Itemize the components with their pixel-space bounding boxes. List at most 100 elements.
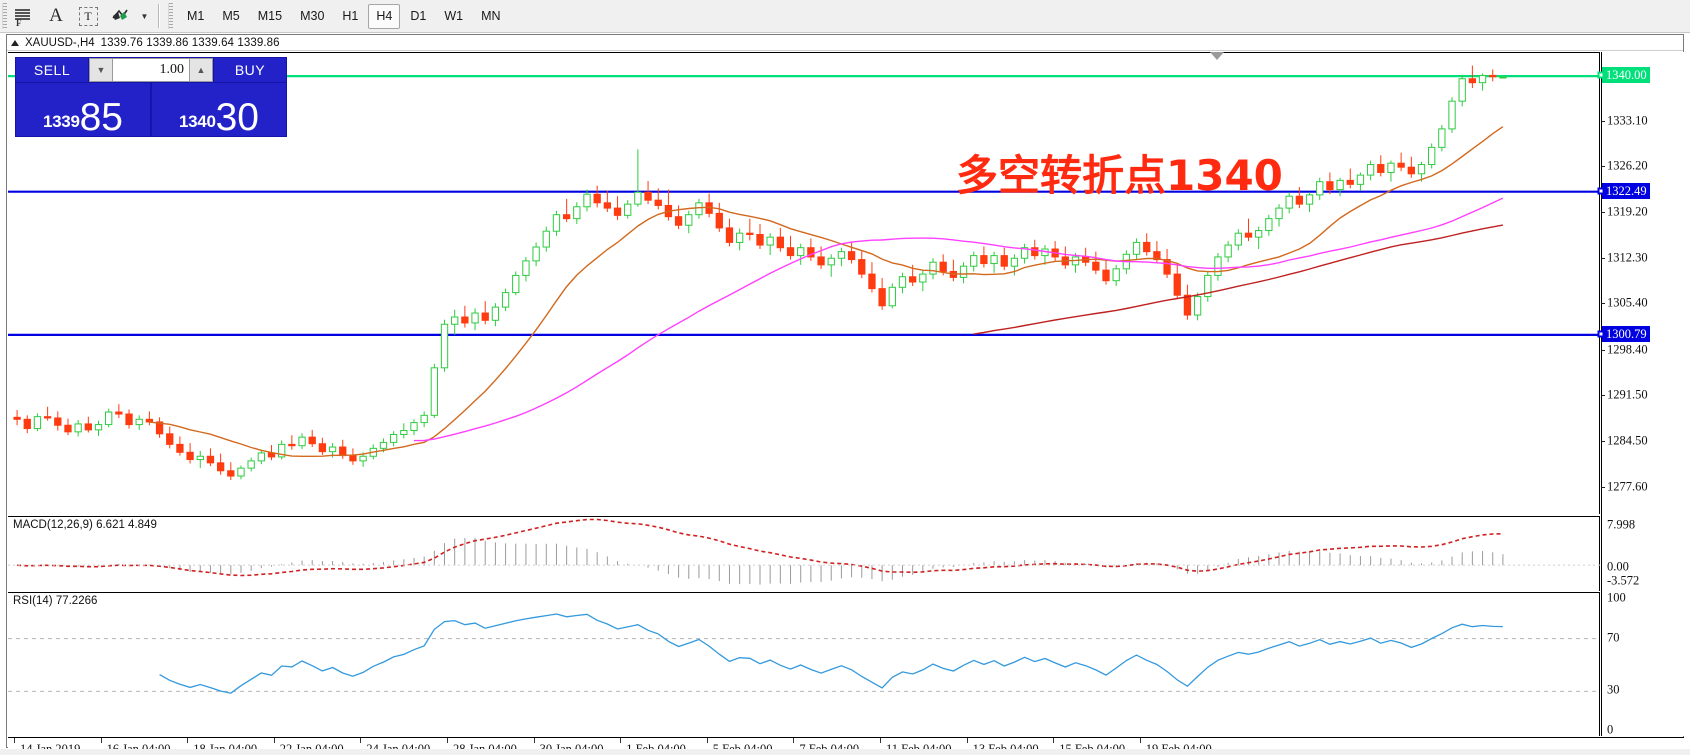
macd-axis-label-2: -3.572 xyxy=(1607,573,1640,588)
rsi-plot xyxy=(8,613,1600,694)
volume-stepper[interactable]: ▼ 1.00 ▲ xyxy=(89,57,213,83)
sell-button[interactable]: SELL xyxy=(15,57,89,83)
time-axis-tick xyxy=(100,738,102,743)
rsi-axis-label-70: 70 xyxy=(1607,630,1620,645)
timeframe-label: H4 xyxy=(376,9,393,23)
price-axis-tick xyxy=(1601,257,1605,259)
price-line-handle[interactable] xyxy=(1597,187,1605,195)
text-a-icon[interactable]: A xyxy=(40,1,72,31)
buy-price-display[interactable]: 1340 30 xyxy=(151,83,287,137)
toolbar-grip[interactable] xyxy=(2,3,7,29)
grid-f-icon[interactable]: F xyxy=(8,1,40,31)
timeframe-label: MN xyxy=(481,9,501,23)
time-axis-tick xyxy=(447,738,448,743)
main-toolbar: F A T ▼ M1 M5 M15 M30 H1 H4 D1 W1 MN xyxy=(0,0,1690,33)
timeframe-button-h4[interactable]: H4 xyxy=(368,3,401,29)
time-axis-tick xyxy=(1053,738,1055,743)
scroll-position-marker-icon[interactable] xyxy=(1210,52,1224,60)
ma-slow-line xyxy=(973,224,1504,335)
symbol-label: XAUUSD-,H4 xyxy=(25,36,95,49)
buy-button[interactable]: BUY xyxy=(213,57,287,83)
timeframe-button-w1[interactable]: W1 xyxy=(436,4,471,29)
timeframe-button-mn[interactable]: MN xyxy=(473,4,508,29)
rsi-axis-label-100: 100 xyxy=(1607,590,1626,605)
price-axis-tick xyxy=(1601,166,1605,168)
trade-panel-top-row: SELL ▼ 1.00 ▲ BUY xyxy=(15,57,287,83)
toolbar-separator xyxy=(158,4,160,28)
price-line-handle[interactable] xyxy=(1597,71,1605,79)
price-axis-tick xyxy=(1601,212,1605,214)
rsi-label: RSI(14) 77.2266 xyxy=(13,595,98,607)
price-axis-label-1305.40: 1305.40 xyxy=(1607,295,1648,310)
text-a-glyph: A xyxy=(49,5,63,26)
timeframe-label: W1 xyxy=(444,9,464,23)
time-axis-tick xyxy=(360,738,362,743)
candles-group xyxy=(13,65,1507,481)
timeframe-label: M5 xyxy=(222,9,240,23)
objects-icon[interactable] xyxy=(104,1,136,31)
time-axis-tick xyxy=(273,738,275,743)
price-axis-tag-1300.79: 1300.79 xyxy=(1602,325,1650,342)
price-axis-line xyxy=(1601,52,1602,736)
timeframe-button-m30[interactable]: M30 xyxy=(292,4,332,29)
macd-axis-label-1: 0.00 xyxy=(1607,559,1629,574)
collapse-triangle-icon[interactable] xyxy=(11,39,19,46)
chevron-glyph: ▼ xyxy=(140,11,149,21)
timeframe-button-m5[interactable]: M5 xyxy=(214,4,247,29)
rsi-axis-label-0: 0 xyxy=(1607,722,1614,737)
ma-fast-line xyxy=(149,126,1504,457)
rsi-pane[interactable]: RSI(14) 77.2266 xyxy=(8,592,1600,736)
sell-price-integer: 1339 xyxy=(42,112,80,131)
volume-increase-button[interactable]: ▲ xyxy=(189,58,213,82)
text-label-glyph: T xyxy=(78,6,98,26)
time-axis-tick xyxy=(620,738,622,743)
price-axis-label-1277.60: 1277.60 xyxy=(1607,479,1648,494)
time-axis-tick xyxy=(793,738,795,743)
price-axis-label-1319.20: 1319.20 xyxy=(1607,204,1648,219)
chart-annotation-text: 多空转折点1340 xyxy=(956,151,1283,200)
price-axis-label-1298.40: 1298.40 xyxy=(1607,342,1648,357)
rsi-pane-right-border xyxy=(1599,593,1600,736)
timeframe-grip[interactable] xyxy=(168,3,173,29)
price-axis-tag-1340.00: 1340.00 xyxy=(1602,67,1650,84)
timeframe-button-d1[interactable]: D1 xyxy=(402,4,434,29)
time-axis-tick xyxy=(187,738,189,743)
chart-header: XAUUSD-,H4 1339.76 1339.86 1339.64 1339.… xyxy=(7,35,1683,51)
window-bottom-strip xyxy=(0,749,1690,755)
timeframe-label: H1 xyxy=(342,9,359,23)
price-line-handle[interactable] xyxy=(1597,330,1605,338)
sell-price-display[interactable]: 1339 85 xyxy=(15,83,151,137)
chart-canvas-area[interactable]: XAUUSD-,H4 1339.76 1339.86 1339.64 1339.… xyxy=(7,35,1684,755)
price-axis-tick xyxy=(1601,395,1605,397)
time-axis-tick xyxy=(1139,738,1141,743)
volume-decrease-button[interactable]: ▼ xyxy=(89,58,113,82)
price-axis-label-1284.50: 1284.50 xyxy=(1607,433,1648,448)
macd-pane[interactable]: MACD(12,26,9) 6.621 4.849 xyxy=(8,516,1600,591)
price-pane-right-border xyxy=(1599,53,1600,514)
rsi-axis-label-30: 30 xyxy=(1607,682,1620,697)
price-axis-tick xyxy=(1601,303,1605,305)
timeframe-button-m1[interactable]: M1 xyxy=(179,4,212,29)
trade-panel-quotes-row: 1339 85 1340 30 xyxy=(15,83,287,137)
ohlc-values: 1339.76 1339.86 1339.64 1339.86 xyxy=(100,36,280,49)
time-axis-tick xyxy=(706,738,708,743)
timeframe-label: M1 xyxy=(187,9,205,23)
timeframe-button-m15[interactable]: M15 xyxy=(250,4,290,29)
buy-price-integer: 1340 xyxy=(178,112,216,131)
macd-pane-right-border xyxy=(1599,517,1600,591)
timeframe-button-h1[interactable]: H1 xyxy=(334,4,366,29)
price-axis-label-1291.50: 1291.50 xyxy=(1607,387,1648,402)
text-label-icon[interactable]: T xyxy=(72,1,104,31)
volume-input[interactable]: 1.00 xyxy=(113,58,189,82)
macd-plot xyxy=(8,518,1600,585)
time-axis-tick xyxy=(880,738,881,743)
time-axis-tick xyxy=(966,738,968,743)
price-axis-tick xyxy=(1601,120,1605,122)
macd-label: MACD(12,26,9) 6.621 4.849 xyxy=(13,519,157,531)
price-axis-label-1333.10: 1333.10 xyxy=(1607,113,1648,128)
one-click-trading-panel[interactable]: SELL ▼ 1.00 ▲ BUY 1339 85 1340 30 xyxy=(15,57,287,137)
chevron-down-icon[interactable]: ▼ xyxy=(136,1,152,31)
price-axis[interactable]: 1340.00 1333.10 1326.20 1322.49 1319.20 1312.… xyxy=(1597,52,1684,737)
objects-svg xyxy=(112,9,128,20)
